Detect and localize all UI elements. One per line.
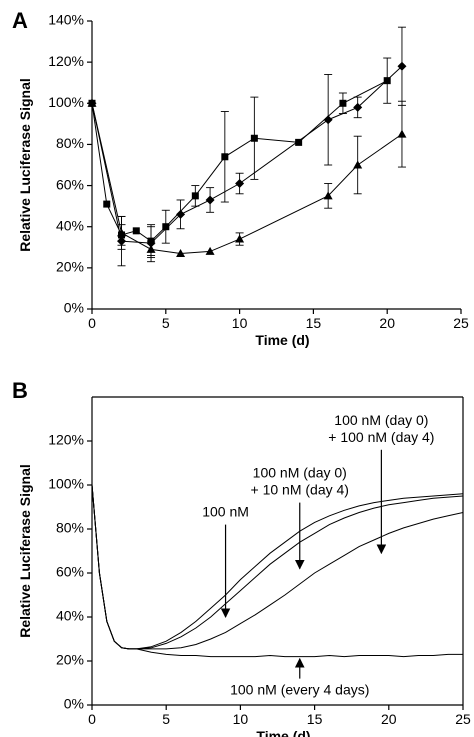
series-1: [88, 57, 392, 256]
series-2: [91, 484, 464, 650]
square-marker: [250, 134, 258, 142]
y-tick-label: 80%: [56, 520, 84, 536]
y-tick-label: 0%: [64, 300, 84, 316]
y-tick-label: 40%: [56, 608, 84, 624]
series-line: [91, 484, 464, 650]
diamond-marker: [176, 209, 186, 219]
annotation-4: 100 nM (every 4 days): [230, 657, 369, 698]
diamond-marker: [235, 179, 245, 189]
y-tick-label: 0%: [64, 696, 84, 712]
square-marker: [221, 153, 229, 161]
square-marker: [339, 99, 347, 107]
y-tick-label: 140%: [48, 12, 84, 28]
series-1: [91, 484, 464, 650]
diamond-marker: [205, 195, 215, 205]
y-axis-label: Relative Luciferase Signal: [17, 464, 33, 638]
series-line: [91, 65, 403, 244]
x-tick-label: 5: [162, 315, 170, 331]
square-marker: [295, 138, 303, 146]
annotation-text: 100 nM (day 0): [253, 465, 347, 481]
x-tick-label: 0: [88, 315, 96, 331]
x-tick-label: 10: [233, 711, 249, 727]
y-tick-label: 20%: [56, 652, 84, 668]
triangle-marker: [87, 98, 97, 107]
series-line: [91, 484, 464, 650]
annotation-1: 100 nM: [202, 504, 249, 618]
annotation-3: 100 nM (day 0)+ 100 nM (day 4): [328, 412, 434, 555]
square-marker: [383, 77, 391, 85]
x-axis-label: Time (d): [255, 332, 309, 348]
y-tick-label: 80%: [56, 135, 84, 151]
x-tick-label: 25: [455, 711, 471, 727]
annotation-text: 100 nM (day 0): [334, 412, 428, 428]
triangle-marker: [205, 246, 215, 255]
y-tick-label: 100%: [48, 94, 84, 110]
annotation-text: + 100 nM (day 4): [328, 429, 434, 445]
annotation-text: 100 nM: [202, 504, 249, 520]
square-marker: [103, 200, 111, 208]
panel-label: B: [12, 378, 28, 403]
annotation-text: + 10 nM (day 4): [251, 482, 349, 498]
triangle-marker: [235, 234, 245, 243]
y-tick-label: 60%: [56, 564, 84, 580]
series-line: [91, 484, 463, 658]
x-tick-label: 10: [232, 315, 248, 331]
y-axis-label: Relative Luciferase Signal: [17, 78, 33, 252]
annotation-2: 100 nM (day 0)+ 10 nM (day 4): [251, 465, 349, 570]
x-tick-label: 20: [379, 315, 395, 331]
diamond-marker: [397, 61, 407, 71]
y-tick-label: 100%: [48, 476, 84, 492]
y-tick-label: 40%: [56, 217, 84, 233]
square-marker: [191, 192, 199, 200]
diamond-marker: [323, 115, 333, 125]
triangle-marker: [176, 248, 186, 257]
y-tick-label: 120%: [48, 53, 84, 69]
y-tick-label: 60%: [56, 176, 84, 192]
square-marker: [162, 223, 170, 231]
panel-a: A 0% 20% 40% 60% 80% 100% 120% 140% 0 5 10 15 20 25 Tim…: [12, 8, 469, 348]
x-tick-label: 0: [88, 711, 96, 727]
x-axis-label: Time (d): [256, 728, 310, 737]
series-3: [87, 98, 407, 259]
triangle-marker: [353, 160, 363, 169]
x-tick-label: 5: [162, 711, 170, 727]
panel-b: B 0% 20% 40% 60% 80% 100% 120% 0 5 10 15 20 25 Time (d…: [12, 378, 471, 737]
y-tick-label: 120%: [48, 432, 84, 448]
series-4: [91, 484, 463, 658]
x-tick-label: 20: [381, 711, 397, 727]
triangle-marker: [146, 244, 156, 253]
annotation-text: 100 nM (every 4 days): [230, 682, 369, 698]
y-tick-label: 20%: [56, 259, 84, 275]
series-3: [91, 484, 464, 650]
x-tick-label: 25: [453, 315, 469, 331]
triangle-marker: [323, 191, 333, 200]
square-marker: [132, 227, 140, 235]
triangle-marker: [117, 228, 127, 237]
diamond-marker: [353, 102, 363, 112]
triangle-marker: [397, 129, 407, 138]
series-line: [91, 484, 464, 650]
x-tick-label: 15: [307, 711, 323, 727]
panel-label: A: [12, 8, 28, 33]
x-tick-label: 15: [306, 315, 322, 331]
